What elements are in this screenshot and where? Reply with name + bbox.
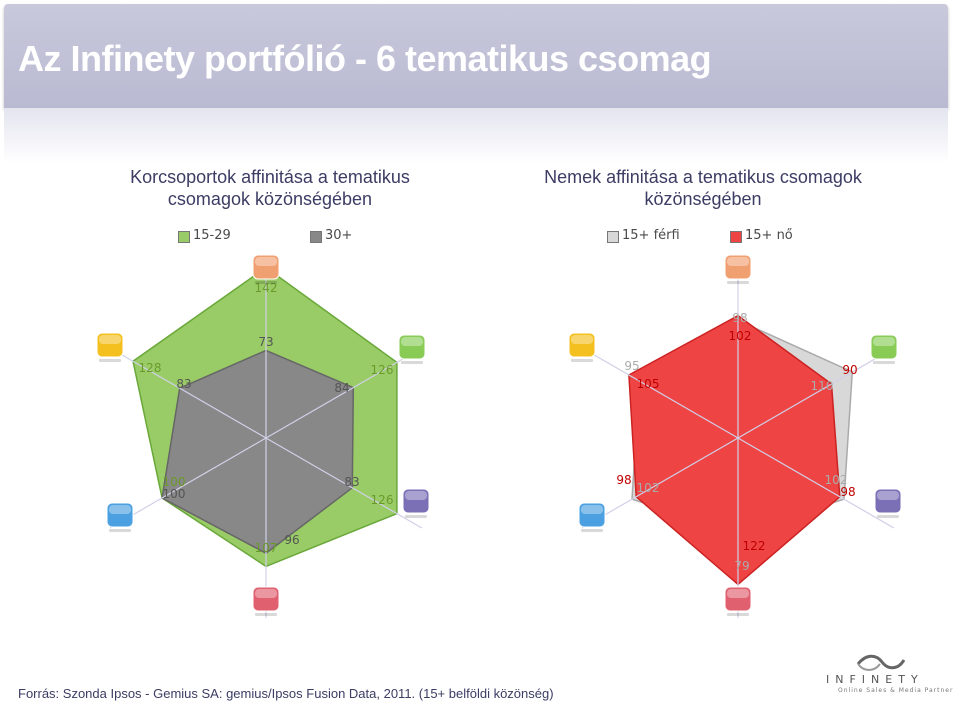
radar-0-series-1-label-5: 83: [176, 377, 191, 391]
radar-1-globe-icon-gloss: [581, 505, 603, 514]
radar-1-bag-icon-gloss: [727, 257, 749, 266]
radar-0-heart-icon-shadow: [255, 613, 277, 616]
radar-1-car-icon: [568, 332, 596, 358]
legend-swatch-15-29: [178, 231, 190, 243]
radar-0-axis-1: [265, 347, 423, 439]
chart-title-gender: Nemek affinitása a tematikus csomagok kö…: [505, 166, 901, 210]
radar-1-axis-5: [581, 347, 739, 439]
radar-1-series-0-label-5: 95: [624, 359, 639, 373]
logo-text: INFINETY: [826, 673, 924, 686]
radar-1-info-icon: [874, 488, 902, 514]
legend-swatch-ferfi: [607, 231, 619, 243]
radar-1-series-0-label-1: 110: [811, 379, 834, 393]
radar-1-series-1-label-0: 102: [729, 329, 752, 343]
legend-label-no: 15+ nő: [745, 228, 793, 243]
radar-1-series-0-label-0: 98: [732, 311, 747, 325]
radar-0-people-icon-shadow: [401, 361, 423, 364]
chart-title-age-line1: Korcsoportok affinitása a tematikus: [130, 167, 410, 187]
radar-0-info-icon-gloss: [405, 491, 427, 500]
radar-0-car-icon-shadow: [99, 359, 121, 362]
chart-title-gender-line1: Nemek affinitása a tematikus csomagok: [544, 167, 862, 187]
radar-1-heart-icon-shadow: [727, 613, 749, 616]
radar-0-globe-icon-shadow: [109, 529, 131, 532]
radar-0-globe-icon-gloss: [109, 505, 131, 514]
radar-0-series-0-label-1: 126: [371, 363, 394, 377]
radar-0-bag-icon-gloss: [255, 257, 277, 266]
chart-title-age-line2: csomagok közönségében: [167, 189, 373, 209]
radar-0-globe-icon: [106, 502, 134, 528]
radar-1-bag-icon: [724, 254, 752, 280]
radar-0-series-1-label-4: 100: [163, 487, 186, 501]
radar-0-heart-icon: [252, 586, 280, 612]
radar-1-car-icon-shadow: [571, 359, 593, 362]
legend-label-ferfi: 15+ férfi: [622, 228, 680, 243]
radar-0-axis-5: [109, 347, 267, 439]
legend-label-15-29: 15-29: [193, 228, 231, 243]
radar-1-series-0-label-4: 102: [637, 481, 660, 495]
chart-title-age: Korcsoportok affinitása a tematikus csom…: [98, 166, 442, 210]
radar-0-people-icon: [398, 334, 426, 360]
radar-1-axis-2: [737, 437, 895, 529]
radar-0-series-1-label-1: 84: [334, 381, 349, 395]
radar-1-series-1-label-5: 105: [637, 377, 660, 391]
legend-swatch-no: [730, 231, 742, 243]
radar-1-axis-1: [737, 347, 895, 439]
radar-0-axis-4: [109, 437, 267, 529]
logo-subtitle: Online Sales & Media Partner: [838, 687, 954, 694]
radar-0-heart-icon-gloss: [255, 589, 277, 598]
source-note: Forrás: Szonda Ipsos - Gemius SA: gemius…: [18, 686, 554, 701]
radar-0-car-icon-gloss: [99, 335, 121, 344]
radar-1-series-0-label-3: 79: [734, 559, 749, 573]
radar-0-info-icon: [402, 488, 430, 514]
radar-1-people-icon-shadow: [873, 361, 895, 364]
chart-title-gender-line2: közönségében: [644, 189, 762, 209]
radar-1-heart-icon: [724, 586, 752, 612]
radar-1-series-1-label-4: 98: [616, 473, 631, 487]
radar-1-series-1-label-3: 122: [743, 539, 766, 553]
radar-0-series-0-label-0: 142: [255, 281, 278, 295]
radar-0-info-icon-shadow: [405, 515, 427, 518]
radar-1-series-1-label-2: 98: [840, 485, 855, 499]
legend-label-30plus: 30+: [325, 228, 353, 243]
radar-0-people-icon-gloss: [401, 337, 423, 346]
radar-0-series-0-label-5: 128: [139, 361, 162, 375]
radar-1-series-1-label-1: 90: [842, 363, 857, 377]
radar-1-globe-icon: [578, 502, 606, 528]
radar-1-axis-4: [581, 437, 739, 529]
radar-1-people-icon-gloss: [873, 337, 895, 346]
radar-0-series-0-label-3: 107: [255, 541, 278, 555]
slide-title: Az Infinety portfólió - 6 tematikus csom…: [18, 38, 712, 79]
slide-header: Az Infinety portfólió - 6 tematikus csom…: [4, 4, 948, 108]
infinety-logo: [856, 654, 906, 671]
legend-swatch-30plus: [310, 231, 322, 243]
radar-1-info-icon-shadow: [877, 515, 899, 518]
radar-0-car-icon: [96, 332, 124, 358]
radar-1-info-icon-gloss: [877, 491, 899, 500]
radar-0-bag-icon: [252, 254, 280, 280]
radar-1-heart-icon-gloss: [727, 589, 749, 598]
radar-0-bag-icon-shadow: [255, 281, 277, 284]
radar-1-car-icon-gloss: [571, 335, 593, 344]
radar-0-series-1-label-0: 73: [258, 335, 273, 349]
radar-1-globe-icon-shadow: [581, 529, 603, 532]
radar-1-series-0-label-2: 102: [825, 473, 848, 487]
radar-0-axis-2: [265, 437, 423, 529]
radar-0-series-1-label-2: 83: [344, 475, 359, 489]
radar-0-series-1-label-3: 96: [284, 533, 299, 547]
radar-1-bag-icon-shadow: [727, 281, 749, 284]
radar-0-series-0-label-2: 126: [371, 493, 394, 507]
radar-1-people-icon: [870, 334, 898, 360]
radar-0-series-0-label-4: 100: [163, 475, 186, 489]
